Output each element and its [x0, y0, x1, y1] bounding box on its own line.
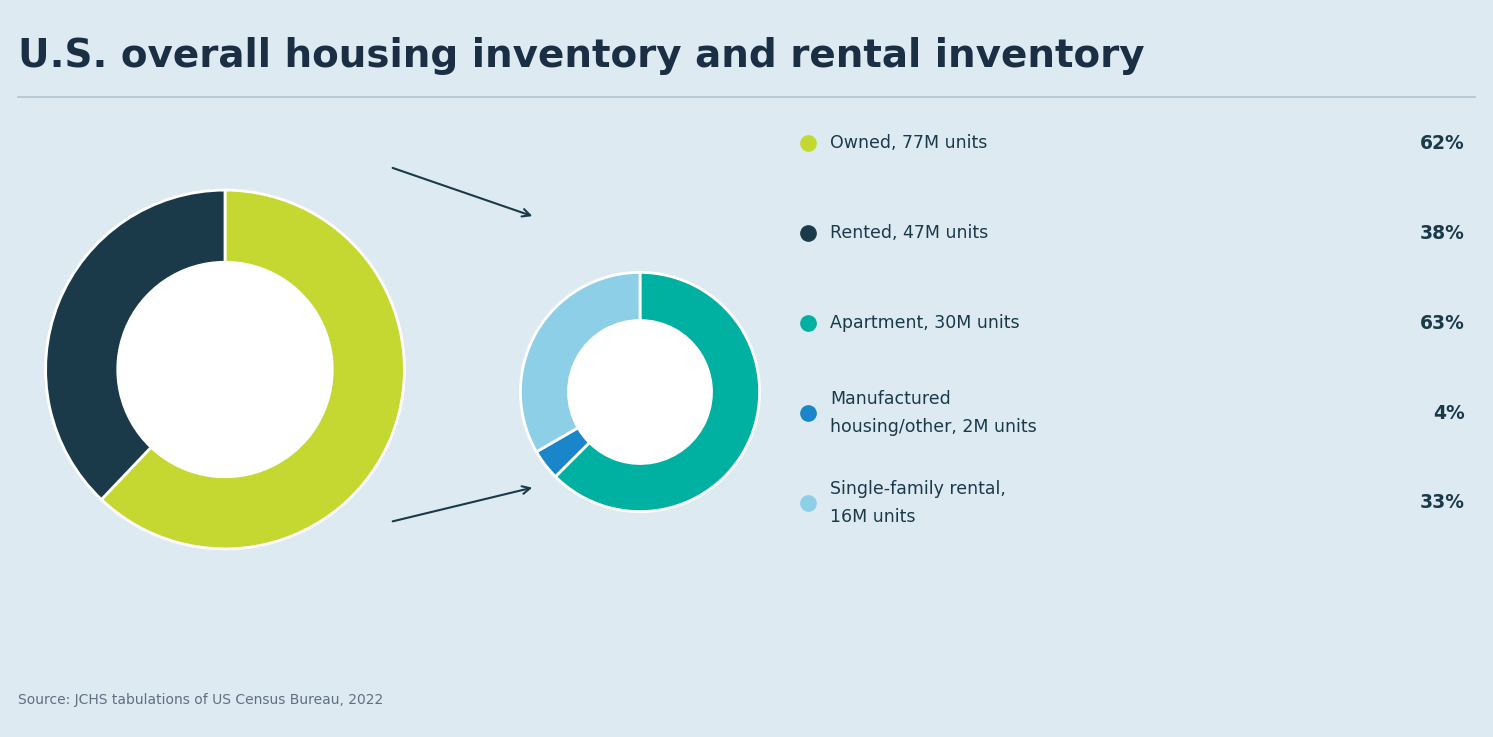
- Text: Owned, 77M units: Owned, 77M units: [830, 134, 987, 152]
- Text: 38%: 38%: [1420, 223, 1465, 242]
- Text: U.S. overall housing inventory and rental inventory: U.S. overall housing inventory and renta…: [18, 37, 1145, 75]
- Wedge shape: [46, 190, 225, 500]
- Wedge shape: [555, 273, 760, 511]
- Text: 33%: 33%: [1420, 494, 1465, 512]
- Wedge shape: [536, 427, 590, 477]
- Circle shape: [118, 262, 333, 477]
- Text: Apartment, 30M units: Apartment, 30M units: [830, 314, 1020, 332]
- Text: 63%: 63%: [1420, 313, 1465, 332]
- Text: housing/other, 2M units: housing/other, 2M units: [830, 418, 1036, 436]
- Text: Rented, 47M units: Rented, 47M units: [830, 224, 988, 242]
- Text: Manufactured: Manufactured: [830, 390, 951, 408]
- Wedge shape: [521, 273, 640, 452]
- Circle shape: [569, 321, 712, 464]
- Text: Single-family rental,: Single-family rental,: [830, 480, 1006, 498]
- Wedge shape: [102, 190, 405, 549]
- Text: 16M units: 16M units: [830, 508, 915, 526]
- Text: 62%: 62%: [1420, 133, 1465, 153]
- Text: Source: JCHS tabulations of US Census Bureau, 2022: Source: JCHS tabulations of US Census Bu…: [18, 693, 384, 707]
- Text: 4%: 4%: [1433, 403, 1465, 422]
